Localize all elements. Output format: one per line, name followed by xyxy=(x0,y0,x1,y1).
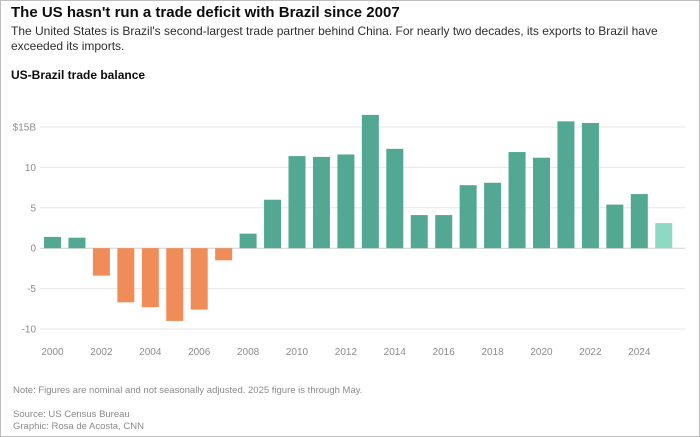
x-tick-label: 2006 xyxy=(188,347,211,358)
x-tick-label: 2010 xyxy=(286,347,309,358)
bar-chart: $15B1050-5-10 2000 2002 2004 2006 2008 2010 20… xyxy=(0,0,700,437)
bar-2016 xyxy=(435,215,452,248)
x-tick-label: 2020 xyxy=(530,347,553,358)
bar-2008 xyxy=(240,234,257,249)
y-tick-label: $15B xyxy=(13,123,37,134)
chart-source: Source: US Census Bureau xyxy=(13,409,130,420)
y-tick-label: -5 xyxy=(27,284,36,295)
bar-2004 xyxy=(142,248,159,307)
bar-2013 xyxy=(362,115,379,248)
bar-2001 xyxy=(68,238,85,249)
bar-2011 xyxy=(313,157,330,248)
x-tick-label: 2024 xyxy=(628,347,651,358)
bar-2023 xyxy=(606,205,623,249)
y-tick-label: 0 xyxy=(30,244,36,255)
y-tick-label: -10 xyxy=(22,325,37,336)
x-tick-label: 2008 xyxy=(237,347,260,358)
x-tick-label: 2002 xyxy=(90,347,113,358)
bar-2019 xyxy=(509,152,526,248)
bar-2015 xyxy=(411,215,428,248)
bar-2005 xyxy=(166,248,183,321)
y-tick-label: 10 xyxy=(25,163,37,174)
x-tick-label: 2000 xyxy=(41,347,64,358)
bar-2024 xyxy=(631,194,648,248)
x-tick-label: 2004 xyxy=(139,347,162,358)
chart-note: Note: Figures are nominal and not season… xyxy=(13,385,362,396)
bar-2018 xyxy=(484,183,501,248)
bar-2010 xyxy=(289,156,306,248)
x-tick-label: 2014 xyxy=(384,347,407,358)
bar-layer xyxy=(44,115,672,321)
bar-2007 xyxy=(215,248,232,260)
bar-2000 xyxy=(44,237,61,248)
bar-2020 xyxy=(533,158,550,248)
x-tick-label: 2016 xyxy=(433,347,456,358)
bar-2006 xyxy=(191,248,208,309)
y-axis-ticks: $15B 10 5 0 -5 -10 xyxy=(13,123,37,336)
x-tick-label: 2022 xyxy=(579,347,602,358)
x-axis-ticks: 2000 2002 2004 2006 2008 2010 2012 2014 2016 2018… xyxy=(41,347,650,358)
bar-2003 xyxy=(117,248,134,302)
bar-2009 xyxy=(264,200,281,248)
bar-2017 xyxy=(460,185,477,248)
y-tick-label: 5 xyxy=(30,203,36,214)
bar-2022 xyxy=(582,123,599,248)
bar-2021 xyxy=(557,121,574,248)
x-tick-label: 2012 xyxy=(335,347,358,358)
bar-2025 xyxy=(655,223,672,248)
x-tick-label: 2018 xyxy=(481,347,504,358)
chart-credit: Graphic: Rosa de Acosta, CNN xyxy=(13,421,144,432)
bar-2012 xyxy=(337,154,354,248)
bar-2002 xyxy=(93,248,110,275)
bar-2014 xyxy=(386,149,403,248)
